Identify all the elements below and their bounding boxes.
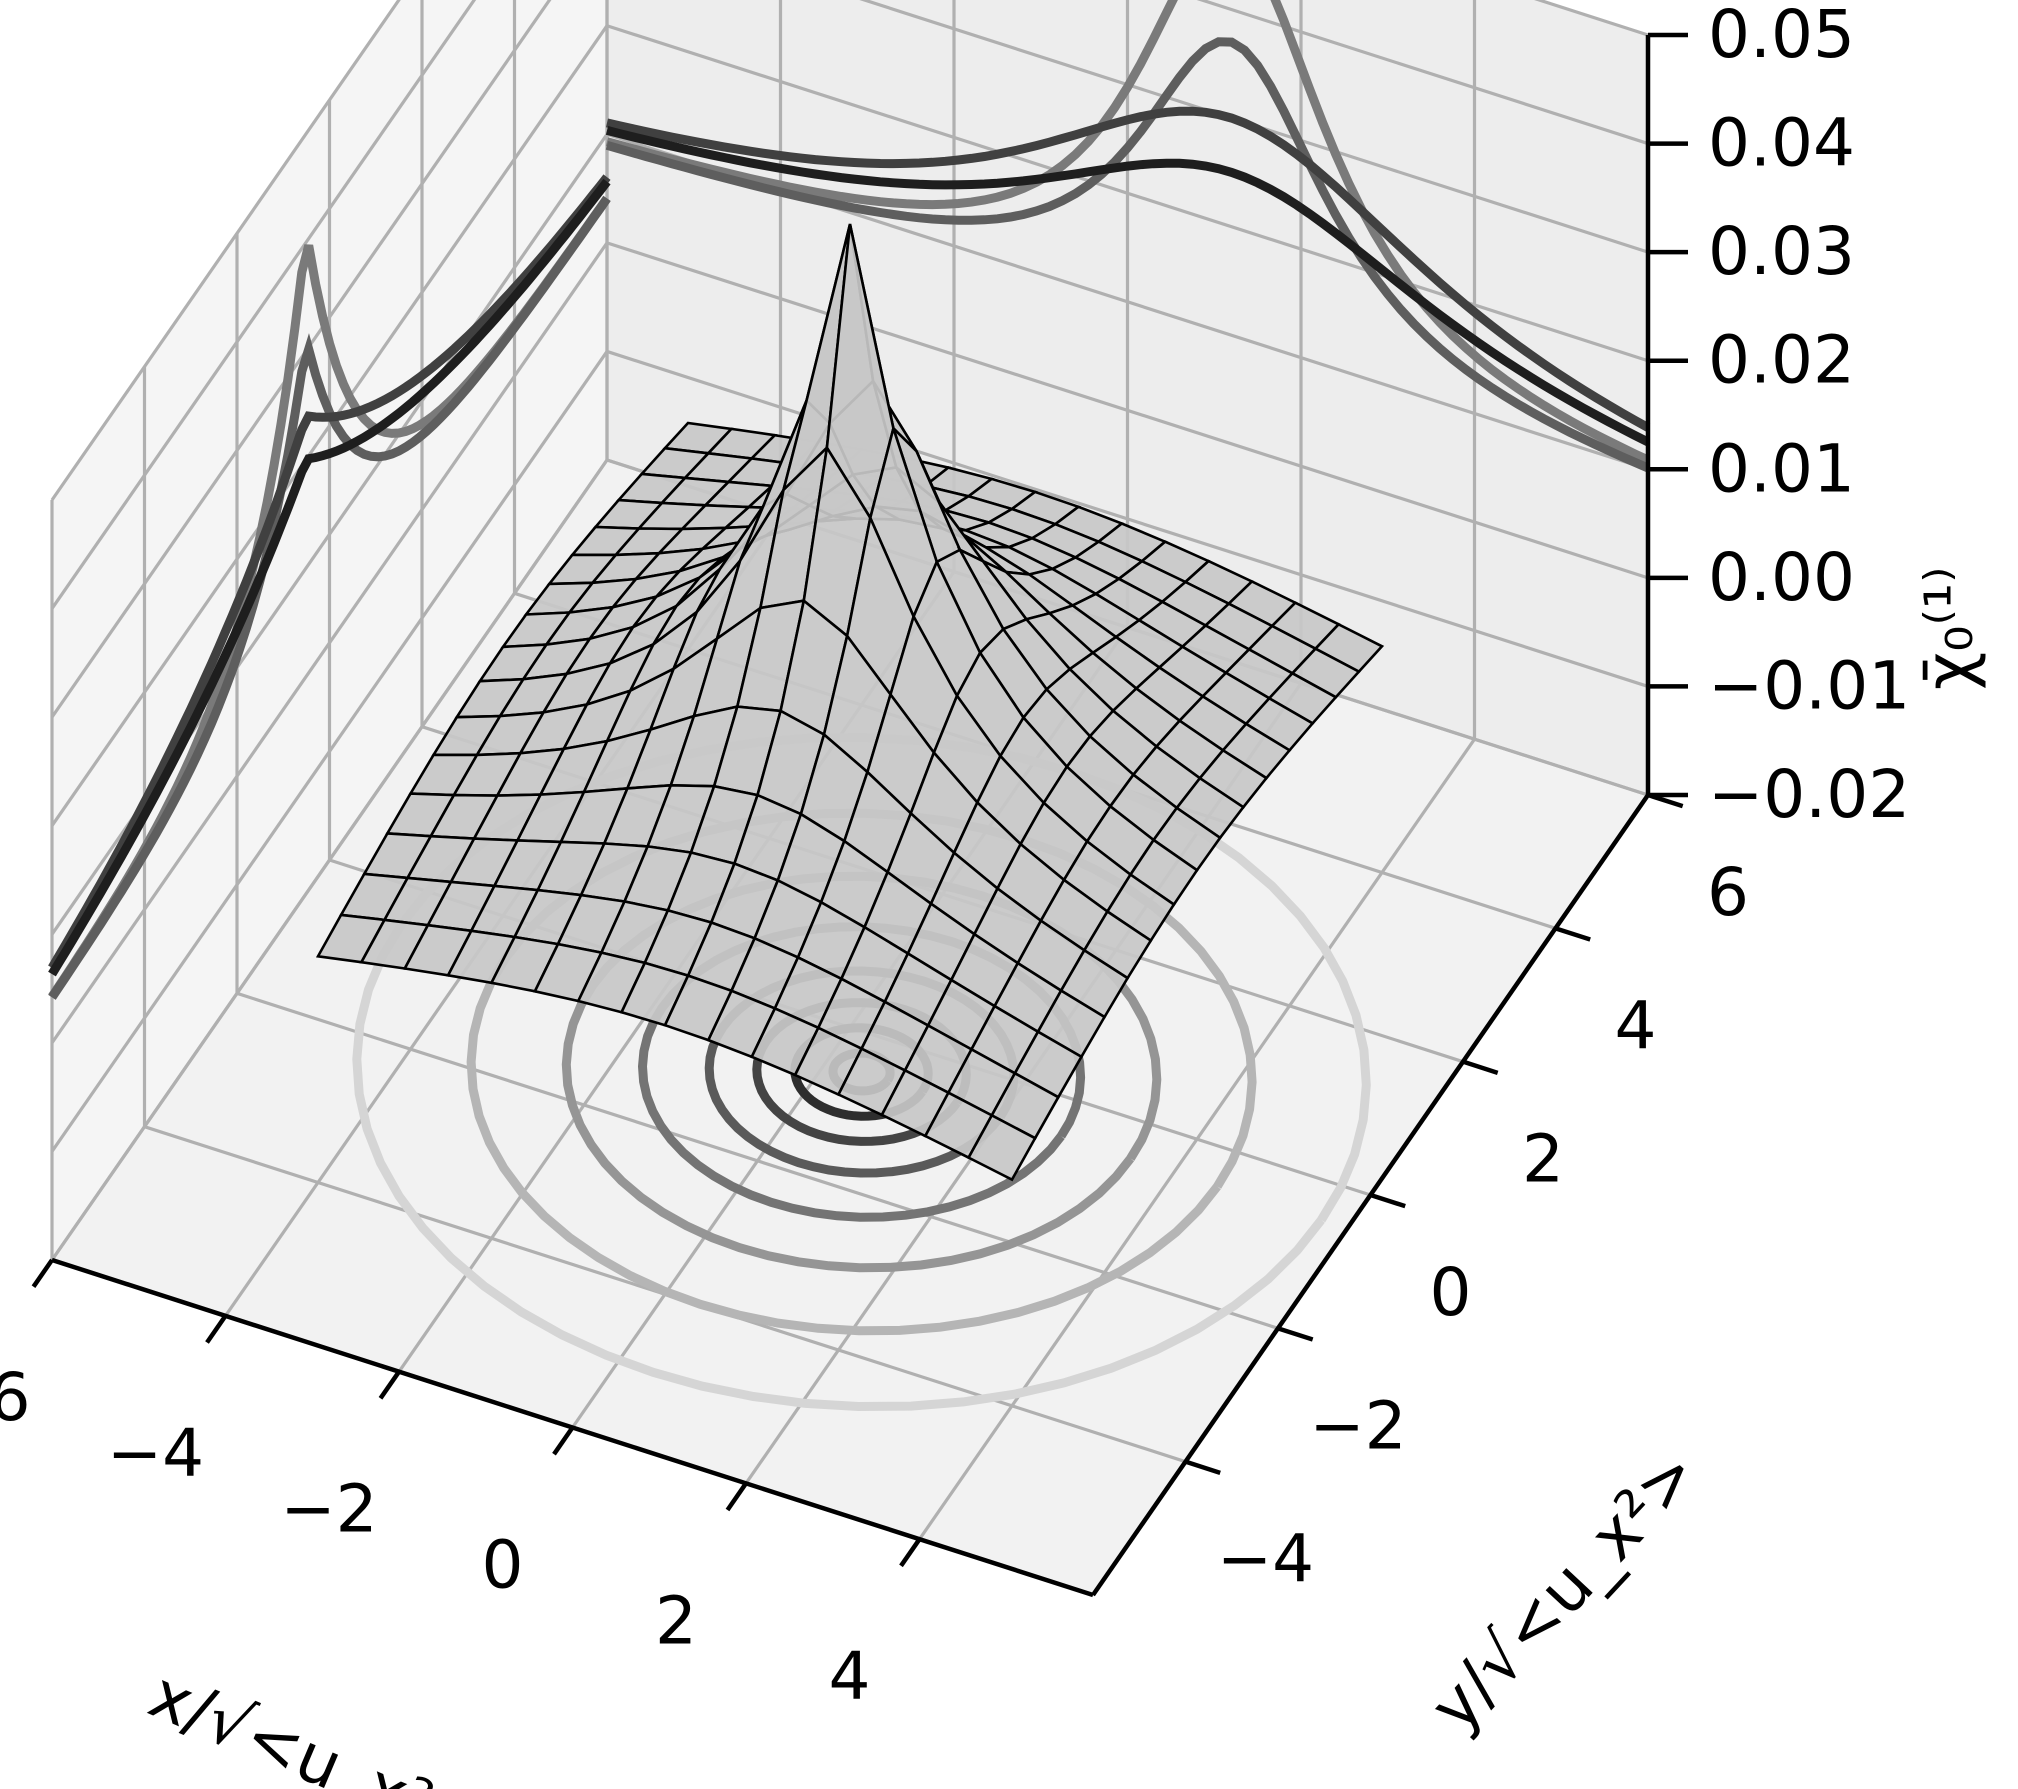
z-tick-label: −0.01 [1708,647,1910,724]
x-tick [378,1370,401,1400]
y-axis-label: y/√<u_x²> [1415,1434,1713,1746]
xz-projection-curve [605,126,1651,447]
y-tick [1554,926,1591,942]
z-axis-label: χ̄₀⁽¹⁾ [1911,567,1988,690]
wall-grid-z [606,349,1649,688]
z-tick-label: 0.02 [1708,322,1855,399]
y-tick [1462,1059,1499,1075]
z-tick-label: 0.05 [1708,0,1855,73]
y-tick-label: −4 [1217,1521,1314,1598]
x-tick-label: −6 [0,1359,31,1436]
y-tick-label: 6 [1707,854,1749,931]
z-tick-label: −0.02 [1708,756,1910,833]
xz-projection-curve [605,0,1650,465]
y-tick-label: 2 [1522,1121,1564,1198]
floor-grid-y [236,991,1279,1330]
z-tick-label: 0.01 [1708,430,1855,507]
wall-grid-z [50,0,552,719]
wall-grid-z [50,459,609,1261]
yz-projections [48,174,611,1000]
x-tick [205,1314,228,1344]
xz-projection-curve [605,37,1650,473]
wall-grid-z [50,24,609,827]
wall-grid-z [50,241,609,1044]
y-tick-label: 4 [1615,987,1657,1064]
x-tick [899,1537,922,1568]
wall-grid-z [1196,0,1649,146]
yz-projection-curve [48,174,611,971]
wall-grid-z [606,241,1649,580]
wall-grid-z [50,0,401,501]
tick-marks [31,32,1688,1568]
surface-mesh [315,223,1385,1182]
y-tick-label: −2 [1309,1387,1406,1464]
y-tick-label: 0 [1430,1254,1472,1331]
surface-cell [966,1113,1037,1182]
x-tick-label: −4 [107,1415,204,1492]
y-tick [1369,1192,1406,1209]
wall-grid-z [50,0,477,610]
z-tick-label: 0.00 [1708,539,1855,616]
xz-projections [605,0,1651,473]
x-tick [725,1482,748,1512]
wall-grid-z [606,24,1649,363]
x-axis-label: x/√<u_x²> [139,1656,495,1789]
yz-projection-curve [48,196,611,1000]
z-tick-label: 0.03 [1708,213,1855,290]
x-tick-label: 2 [655,1582,697,1659]
x-tick-label: 4 [829,1638,871,1715]
y-tick [1277,1326,1314,1342]
x-tick-label: 0 [482,1527,524,1604]
xz-projection-curve [605,106,1651,432]
x-tick [552,1426,575,1456]
x-tick-label: −2 [280,1471,377,1548]
x-tick [31,1258,54,1288]
yz-projection-curve [48,178,611,977]
z-tick-label: 0.04 [1708,105,1855,182]
tick-labels: −6−4−2024−4−20246−0.02−0.010.000.010.020… [0,0,1910,1715]
wall-grid-z [50,350,609,1153]
y-tick [1184,1459,1221,1475]
